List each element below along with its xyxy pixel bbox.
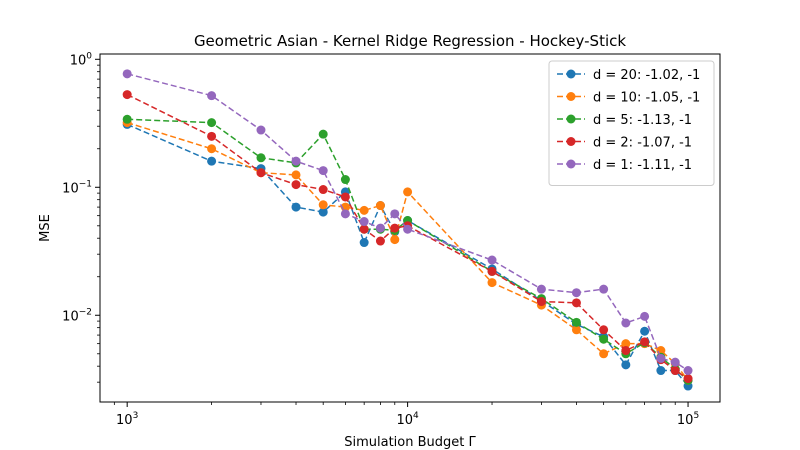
series-4-point-13 xyxy=(599,284,609,294)
series-4-point-7 xyxy=(375,223,385,233)
legend-label-3: d = 2: -1.07, -1 xyxy=(593,136,692,151)
series-1-point-6 xyxy=(359,205,369,215)
series-1-point-1 xyxy=(207,144,217,154)
series-4-point-8 xyxy=(390,209,400,219)
legend-marker-2 xyxy=(566,114,576,124)
series-4-point-4 xyxy=(318,166,328,176)
series-1-point-3 xyxy=(291,170,301,180)
legend-label-2: d = 5: -1.13, -1 xyxy=(593,113,692,128)
series-4-point-12 xyxy=(571,288,581,298)
y-tick-label-2: 10−2 xyxy=(62,307,92,324)
series-1-point-9 xyxy=(403,187,413,197)
series-1-point-10 xyxy=(487,278,497,288)
series-4-point-2 xyxy=(256,125,266,135)
series-3-point-4 xyxy=(318,185,328,195)
series-3-point-8 xyxy=(390,223,400,233)
series-3-point-18 xyxy=(683,374,693,384)
series-4-point-15 xyxy=(640,311,650,321)
legend-label-1: d = 10: -1.05, -1 xyxy=(593,91,700,106)
series-4-point-3 xyxy=(291,156,301,166)
series-2-point-0 xyxy=(122,114,132,124)
series-1-point-14 xyxy=(621,339,631,349)
series-4-point-11 xyxy=(536,284,546,294)
plot-frame xyxy=(99,53,721,403)
series-1-point-4 xyxy=(318,200,328,210)
legend-marker-1 xyxy=(566,92,576,101)
x-axis-label: Simulation Budget Γ xyxy=(344,435,476,450)
series-3-point-3 xyxy=(291,180,301,190)
legend-box xyxy=(548,60,715,186)
legend-marker-4 xyxy=(566,159,576,169)
chart-title: Geometric Asian - Kernel Ridge Regressio… xyxy=(194,32,626,50)
series-3-point-0 xyxy=(122,90,132,100)
series-4-point-5 xyxy=(340,209,350,219)
legend-label-4: d = 1: -1.11, -1 xyxy=(593,158,692,173)
y-tick-label-0: 100 xyxy=(70,51,93,68)
series-3-point-10 xyxy=(487,266,497,276)
series-4-point-9 xyxy=(403,224,413,234)
series-4-point-16 xyxy=(656,353,666,363)
x-tick-label-2: 105 xyxy=(677,411,699,428)
series-2-point-2 xyxy=(256,153,266,163)
series-4-point-6 xyxy=(359,217,369,227)
series-3-point-13 xyxy=(599,325,609,335)
series-2-point-4 xyxy=(318,129,328,139)
series-4-point-14 xyxy=(621,318,631,328)
series-3-point-1 xyxy=(207,131,217,141)
series-0-point-6 xyxy=(359,238,369,248)
legend-marker-3 xyxy=(566,137,576,146)
series-3-point-2 xyxy=(256,168,266,178)
series-3-point-6 xyxy=(359,224,369,234)
series-3-point-11 xyxy=(536,297,546,307)
legend-label-0: d = 20: -1.02, -1 xyxy=(593,68,700,83)
series-1-point-8 xyxy=(390,235,400,245)
series-3-point-15 xyxy=(640,337,650,347)
series-0-point-4 xyxy=(318,207,328,217)
y-axis-label: MSE xyxy=(38,214,53,242)
series-1-point-12 xyxy=(571,325,581,335)
series-0-point-1 xyxy=(207,156,217,166)
legend: d = 20: -1.02, -1 d = 10: -1.05, -1 d = 5:… xyxy=(548,60,715,186)
series-4-point-10 xyxy=(487,255,497,265)
series-4-point-18 xyxy=(683,366,693,376)
y-tick-label-1: 10−1 xyxy=(62,179,92,196)
series-4-point-0 xyxy=(122,69,132,79)
x-tick-label-1: 104 xyxy=(396,411,419,428)
series-3-point-7 xyxy=(375,236,385,246)
series-3-point-12 xyxy=(571,298,581,308)
series-3-point-5 xyxy=(340,192,350,202)
series-0-point-14 xyxy=(621,360,631,370)
series-2-point-5 xyxy=(340,175,350,185)
x-tick-label-0: 103 xyxy=(116,411,138,428)
series-2-point-1 xyxy=(207,118,217,128)
series-3-point-17 xyxy=(670,366,680,376)
legend-marker-0 xyxy=(566,69,576,79)
series-0-point-3 xyxy=(291,202,301,212)
series-4-point-1 xyxy=(207,91,217,101)
series-1-point-13 xyxy=(599,349,609,359)
series-4-point-17 xyxy=(670,357,680,367)
series-2-point-12 xyxy=(571,317,581,327)
series-0-point-15 xyxy=(640,326,650,336)
series-0-point-16 xyxy=(656,366,666,376)
series-2-point-13 xyxy=(599,334,609,344)
series-1-point-7 xyxy=(375,201,385,211)
series-3-point-14 xyxy=(621,346,631,356)
